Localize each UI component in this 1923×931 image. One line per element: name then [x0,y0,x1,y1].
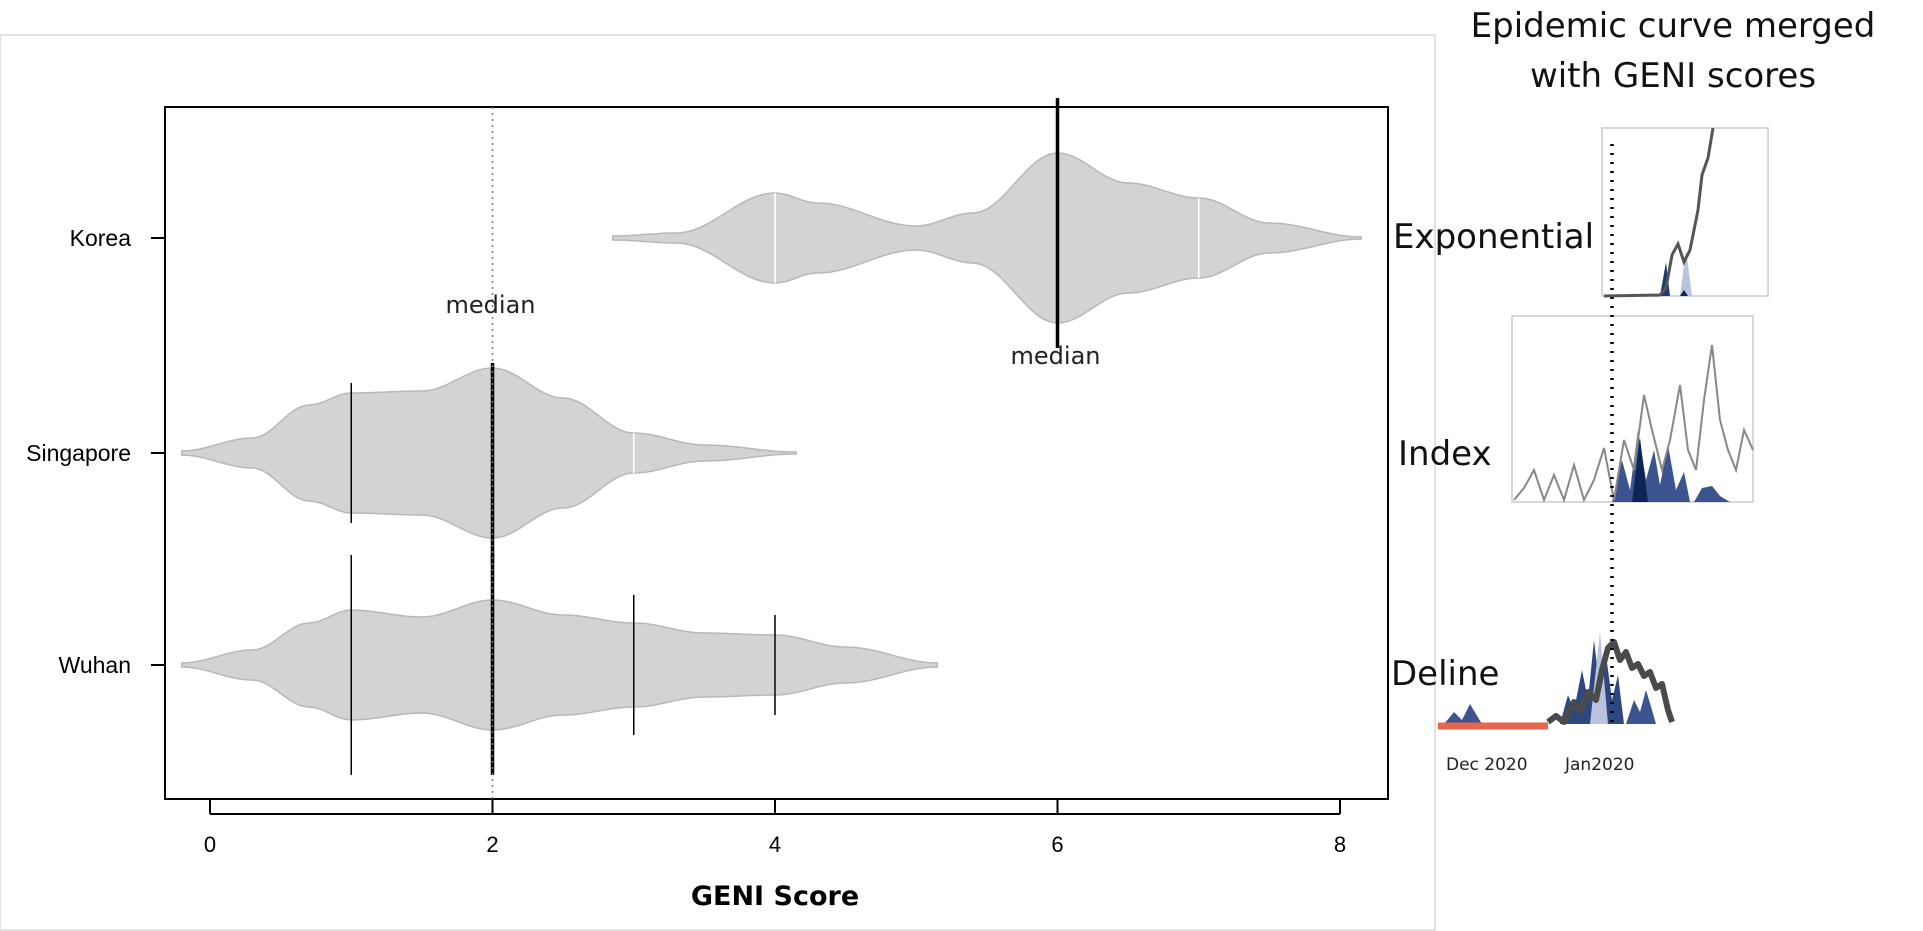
y-axis: Korea Singapore Wuhan [26,225,165,678]
violin-korea [611,152,1362,324]
epidemic-area-navy-2 [1694,486,1730,502]
x-tick-label: 4 [769,832,781,857]
x-tick-label: 6 [1051,832,1063,857]
epidemic-area-navy [1612,430,1690,502]
x-tick-label: 0 [204,832,216,857]
epidemic-area-dark [1632,438,1648,502]
panel-title-line-1: Epidemic curve merged [1471,6,1876,46]
date-label-dec: Dec 2020 [1446,755,1528,775]
epidemic-curve [1513,344,1754,504]
panel-title-line-2: with GENI scores [1530,56,1816,96]
violin-wuhan [181,599,939,731]
y-tick-label: Wuhan [59,652,131,678]
epidemic-area-light [1680,250,1692,296]
epidemic-curve [1546,639,1675,725]
x-tick-label: 2 [486,832,498,857]
x-axis: 0 2 4 6 8 [204,799,1346,857]
median-annotation: median [1011,342,1101,370]
median-annotation: median [446,291,536,319]
x-tick-label: 8 [1334,832,1346,857]
y-tick-label: Korea [70,225,132,251]
epidemic-panel-title: Epidemic curve merged with GENI scores [1471,6,1876,96]
epidemic-curve [1603,127,1715,298]
epidemic-area-navy-early [1444,704,1482,724]
violin-singapore [181,367,797,539]
figure-frame [0,34,1436,931]
x-axis-title: GENI Score [691,881,859,912]
epidemic-panel-index: Index [1398,315,1754,504]
phase-label-index: Index [1398,434,1492,474]
median-annotations: median median [446,291,1101,370]
violins [181,152,1362,731]
epidemic-area-dark [1680,290,1688,296]
y-tick-label: Singapore [26,440,131,466]
epidemic-panel-decline: Deline [1391,632,1675,730]
date-label-jan: Jan2020 [1564,755,1634,775]
epidemic-panel-exponential: Exponential [1393,127,1769,298]
violin-chart: Korea Singapore Wuhan 0 2 4 6 8 GENI Score med… [26,98,1389,912]
phase-label-exponential: Exponential [1393,217,1594,257]
epidemic-area-navy-late [1626,690,1656,724]
phase-label-decline: Deline [1391,654,1499,694]
